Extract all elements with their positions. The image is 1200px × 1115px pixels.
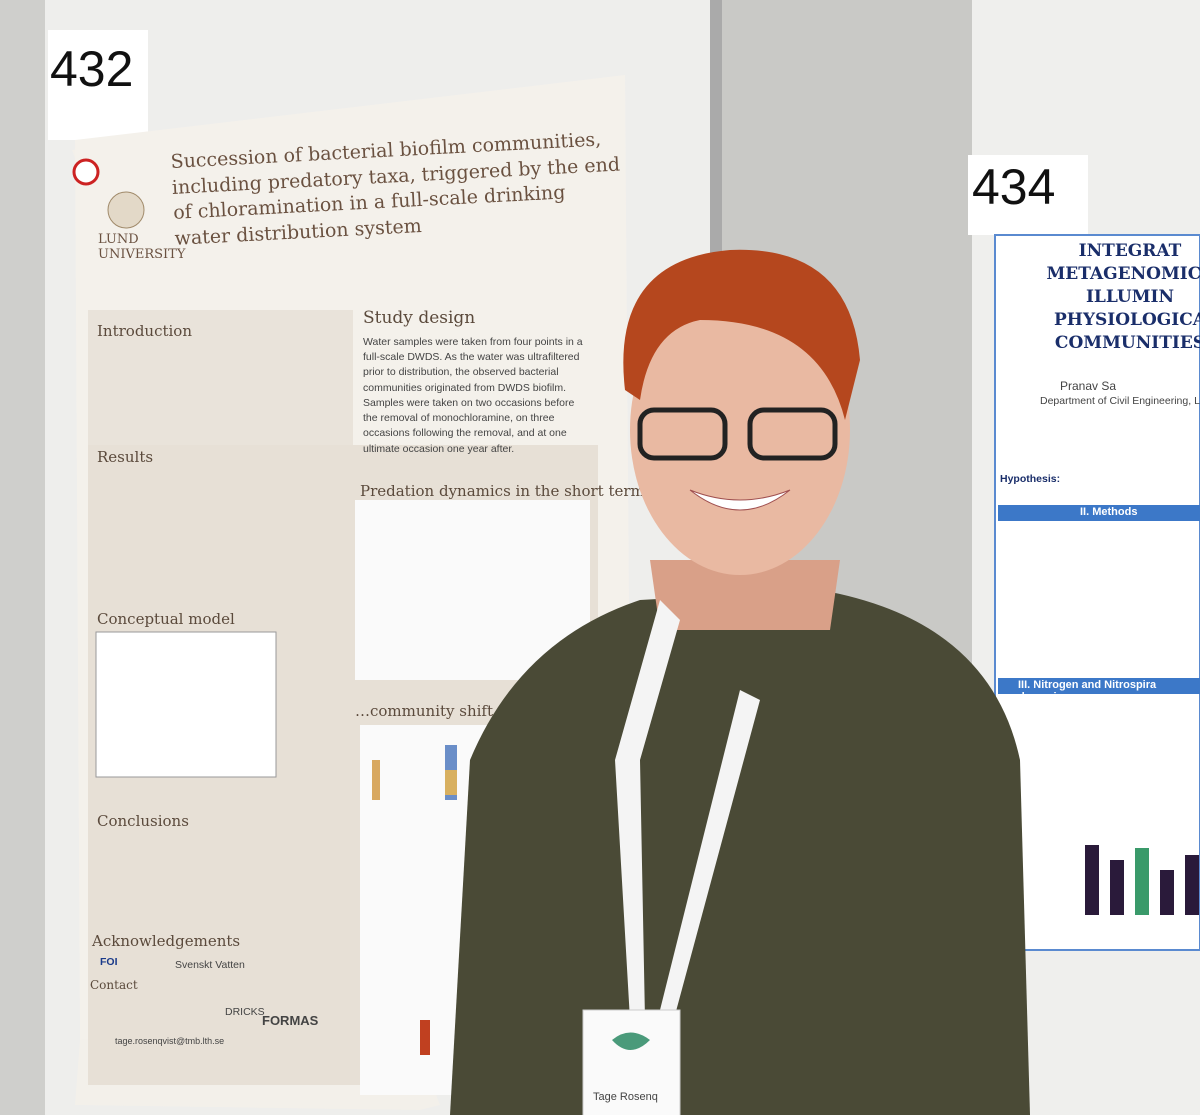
section-heading: Results: [97, 448, 154, 466]
section-band: [998, 678, 1200, 694]
bar-graphic: [372, 760, 380, 800]
sponsor: DRICKS: [225, 1006, 265, 1018]
section-heading: Conceptual model: [97, 610, 235, 628]
sponsor: FORMAS: [262, 1013, 319, 1028]
institution: LUND UNIVERSITY: [98, 232, 186, 262]
bar-graphic: [420, 1020, 430, 1055]
section-heading: Study design: [363, 308, 476, 328]
panel: [88, 310, 353, 450]
section-heading: Acknowledgements: [92, 932, 241, 950]
chart-heading: Predation dynamics in the short term…: [360, 482, 660, 500]
bar-graphic: [1085, 845, 1099, 915]
title-line: ILLUMIN: [1085, 286, 1175, 307]
number-card: [968, 155, 1088, 235]
affiliation: Department of Civil Engineering, L: [1040, 395, 1200, 407]
chart-heading: …community shift in the long: [355, 702, 580, 720]
section-heading: Introduction: [97, 322, 192, 340]
board-pole: [710, 0, 722, 1115]
title-line: PHYSIOLOGICA: [1054, 309, 1200, 330]
poster-number: 432: [50, 41, 134, 97]
poster-title: INTEGRAT METAGENOMICS ILLUMIN PHYSIOLOGI…: [1000, 240, 1200, 355]
wall: [0, 0, 45, 1115]
bar-graphic: [1160, 870, 1174, 915]
badge-name: Tage Rosenq: [593, 1091, 658, 1103]
poster-board: [722, 0, 972, 1115]
bar-graphic: [445, 770, 457, 795]
section-heading: Conclusions: [97, 812, 189, 830]
bar-graphic: [1110, 860, 1124, 915]
sponsor: FOI: [100, 956, 118, 968]
bar-graphic: [1185, 855, 1199, 915]
sponsor: Svenskt Vatten: [175, 959, 245, 971]
email: tage.rosenqvist@tmb.lth.se: [115, 1036, 225, 1046]
heading: Hypothesis:: [1000, 473, 1061, 485]
poster-number: 434: [972, 159, 1056, 215]
section-heading: II. Methods: [1080, 506, 1138, 518]
section-heading: III. Nitrogen and Nitrospira dynamic: [1018, 679, 1157, 703]
bar-graphic: [1135, 848, 1149, 915]
number-card: [48, 30, 148, 140]
university-seal: [107, 191, 145, 229]
title-line: INTEGRAT: [1078, 241, 1182, 261]
title-line: COMMUNITIES: [1054, 332, 1200, 353]
diagram: [95, 631, 277, 778]
chart-image: [355, 500, 590, 680]
section-band: [998, 505, 1200, 521]
paragraph: Water samples were taken from four point…: [363, 336, 583, 455]
author: Pranav Sa: [1060, 379, 1117, 393]
no-photo-icon: [72, 158, 100, 186]
section-heading: Contact: [90, 978, 138, 992]
title-line: METAGENOMICS: [1046, 263, 1200, 284]
